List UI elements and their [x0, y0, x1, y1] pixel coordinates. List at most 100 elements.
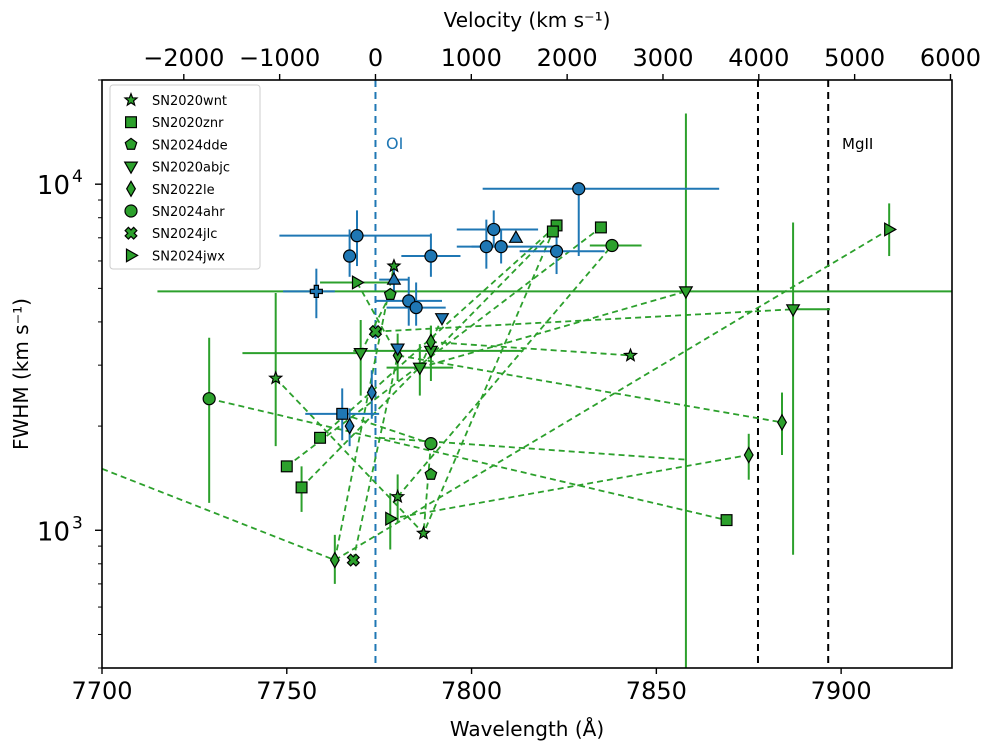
data-point [295, 481, 308, 494]
x-tick-label: 7750 [256, 677, 317, 705]
x-axis-title: Wavelength (Å) [450, 717, 604, 741]
data-point [386, 258, 402, 273]
connection-line [422, 443, 432, 534]
data-point [572, 182, 586, 196]
data-point [390, 343, 405, 357]
reference-lines [374, 80, 830, 668]
data-point [487, 222, 501, 237]
top-tick-label: 2000 [537, 44, 598, 72]
connection-line [286, 226, 602, 468]
legend-marker [123, 161, 139, 175]
data-point [549, 244, 564, 258]
data-point [314, 431, 327, 444]
top-tick-label: −1000 [239, 44, 320, 72]
connection-line [319, 224, 558, 439]
top-tick-label: 1000 [441, 44, 502, 72]
y-tick-exponent: 4 [72, 167, 83, 187]
legend-label: SN2022le [152, 183, 215, 198]
data-point [202, 392, 216, 406]
data-point [343, 249, 357, 263]
data-point [409, 300, 423, 315]
data-point [424, 437, 438, 451]
top-tick-label: −2000 [143, 44, 224, 72]
data-point [368, 324, 383, 339]
data-point [508, 229, 524, 243]
legend-label: SN2024ahr [152, 205, 225, 220]
connection-line [341, 412, 432, 445]
legend-marker [125, 248, 139, 263]
legend-marker [124, 116, 137, 129]
connection-line [419, 290, 687, 369]
data-point [350, 229, 364, 243]
y-tick-exponent: 3 [72, 513, 83, 533]
data-point [280, 460, 293, 473]
data-point [434, 313, 450, 327]
legend-label: SN2024jwx [152, 249, 225, 264]
connection-line [390, 454, 749, 520]
data-point [494, 240, 508, 254]
data-point [743, 446, 754, 464]
legend: SN2020wnt SN2020znr SN2024dde SN2020abjc SN2… [109, 84, 261, 270]
top-tick-label: 6000 [920, 44, 981, 72]
axes: 7700 7750 7800 7850 7900 −2000 −1000 0 1000 2000 3… [37, 44, 981, 705]
data-point [346, 553, 361, 567]
top-tick-label: 3000 [632, 44, 693, 72]
data-point [415, 525, 432, 540]
dashed-connections [102, 224, 890, 562]
data-point [353, 348, 369, 361]
x-tick-label: 7850 [626, 677, 687, 705]
legend-marker [124, 226, 138, 240]
connection-line [396, 244, 613, 498]
data-point [776, 413, 788, 432]
oi-label: OI [386, 134, 403, 153]
plot-frame [101, 79, 953, 669]
legend-label: SN2024jlc [152, 227, 217, 242]
data-point [385, 511, 399, 527]
top-axis-title: Velocity (km s⁻¹) [444, 8, 611, 32]
data-point [412, 362, 428, 376]
top-tick-label: 0 [368, 44, 383, 72]
legend-marker [123, 92, 139, 107]
legend-label: SN2020wnt [152, 94, 227, 109]
data-point [351, 275, 365, 290]
connection-line [102, 228, 890, 562]
data-point [309, 284, 323, 299]
x-tick-label: 7800 [441, 677, 502, 705]
connection-line [419, 317, 443, 369]
y-tick-label: 10 [37, 171, 70, 201]
top-tick-label: 4000 [728, 44, 789, 72]
data-point [605, 238, 619, 253]
data-markers [202, 182, 897, 569]
data-point [546, 225, 559, 238]
data-point [366, 383, 377, 402]
legend-marker [125, 180, 137, 198]
connection-line [430, 341, 631, 357]
data-point [594, 221, 607, 234]
data-point [479, 240, 493, 254]
y-tick-label: 10 [37, 517, 70, 547]
mgii-label: MgII [842, 135, 873, 153]
connection-line [352, 354, 783, 561]
data-point [268, 370, 284, 385]
data-point [424, 467, 438, 480]
legend-marker [124, 137, 138, 150]
data-point [622, 347, 639, 362]
data-point [425, 333, 436, 351]
legend-label: SN2024dde [152, 138, 228, 153]
data-point [720, 514, 733, 527]
connection-line [356, 282, 399, 356]
data-point [383, 287, 397, 300]
data-point [884, 222, 897, 237]
data-point [329, 551, 340, 569]
data-point [390, 488, 406, 504]
plot-area [102, 80, 952, 668]
data-point [424, 249, 438, 263]
data-point [678, 286, 694, 300]
y-axis-title: FWHM (km s⁻¹) [9, 298, 33, 450]
data-point [336, 407, 349, 420]
legend-label: SN2020abjc [152, 161, 230, 176]
legend-label: SN2020znr [152, 116, 224, 131]
data-point [386, 271, 402, 285]
data-point [344, 417, 355, 435]
